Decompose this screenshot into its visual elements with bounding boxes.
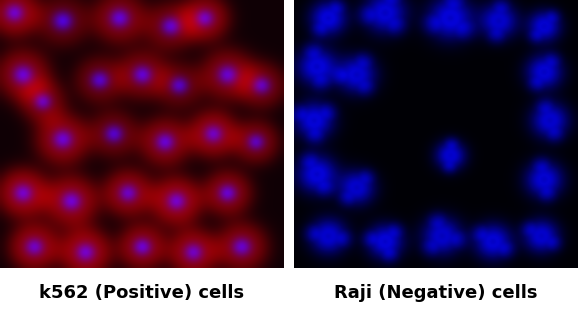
Text: k562 (Positive) cells: k562 (Positive) cells xyxy=(39,284,244,302)
Text: Raji (Negative) cells: Raji (Negative) cells xyxy=(334,284,538,302)
